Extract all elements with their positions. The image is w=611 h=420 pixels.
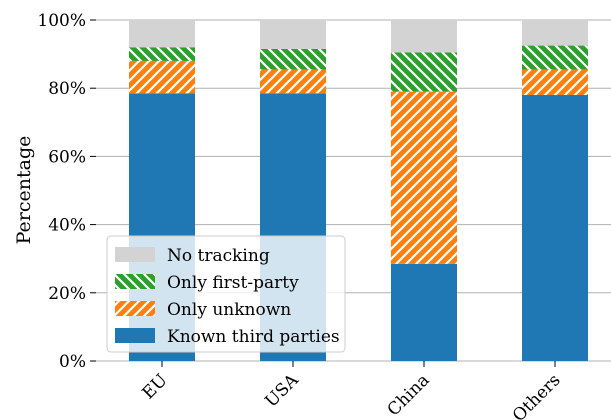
legend-swatch-hatch (115, 301, 155, 316)
legend-label: Known third parties (167, 327, 340, 347)
bar-segment (129, 20, 195, 48)
x-tick-label: China (384, 370, 434, 420)
y-tick-label: 100% (37, 11, 86, 31)
bars (129, 20, 588, 362)
legend-label: No tracking (167, 246, 270, 266)
y-tick-label: 80% (48, 79, 86, 99)
bar-segment-hatch (391, 91, 457, 264)
x-tick-label: USA (261, 370, 303, 412)
bar-segment-hatch (522, 69, 588, 96)
y-tick-label: 40% (48, 216, 86, 236)
legend: No tracking Only first-party Only unknown K… (106, 235, 346, 353)
y-tick-label: 0% (59, 352, 86, 372)
bar-segment (522, 20, 588, 46)
legend-swatch (115, 328, 155, 343)
y-tick-label: 60% (48, 147, 86, 167)
legend-label: Only first-party (167, 273, 299, 293)
y-axis-label: Percentage (13, 136, 35, 245)
bar-segment (391, 20, 457, 53)
bar-segment-hatch (260, 48, 326, 70)
x-tick-label: EU (138, 370, 171, 403)
bar-segment-hatch (129, 60, 195, 94)
bar-segment (260, 20, 326, 49)
bar-segment-hatch (391, 52, 457, 92)
legend-swatch (115, 247, 155, 262)
bar-segment (391, 263, 457, 361)
bar-segment-hatch (260, 69, 326, 94)
y-tick-label: 20% (48, 284, 86, 304)
bar-segment-hatch (522, 45, 588, 70)
legend-box (106, 235, 346, 353)
bar-segment (522, 95, 588, 362)
bar-segment-hatch (129, 47, 195, 61)
legend-label: Only unknown (167, 300, 291, 320)
legend-swatch-hatch (115, 274, 155, 289)
x-tick-label: Others (509, 370, 565, 420)
